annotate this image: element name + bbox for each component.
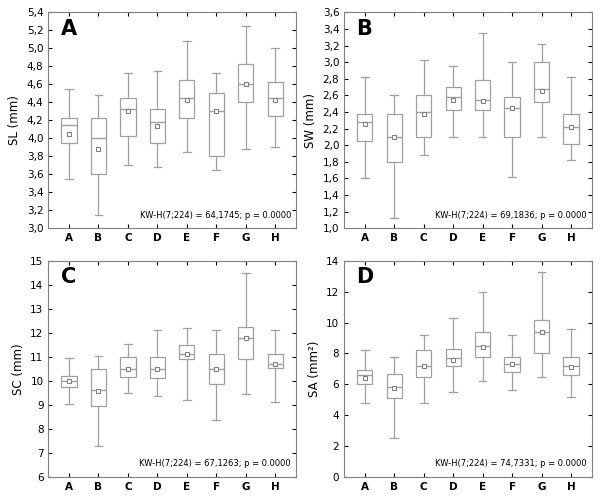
PathPatch shape: [268, 82, 283, 116]
Text: A: A: [61, 19, 77, 39]
PathPatch shape: [238, 64, 253, 102]
PathPatch shape: [416, 96, 431, 137]
PathPatch shape: [150, 357, 165, 378]
Y-axis label: SL (mm): SL (mm): [8, 96, 22, 145]
PathPatch shape: [238, 327, 253, 360]
PathPatch shape: [91, 118, 106, 174]
Text: KW-H(7;224) = 74,7331; p = 0.0000: KW-H(7;224) = 74,7331; p = 0.0000: [435, 459, 587, 468]
Y-axis label: SW (mm): SW (mm): [304, 93, 317, 148]
PathPatch shape: [563, 356, 579, 375]
PathPatch shape: [357, 114, 373, 141]
PathPatch shape: [446, 349, 461, 366]
Text: B: B: [356, 19, 373, 39]
PathPatch shape: [505, 97, 520, 137]
PathPatch shape: [209, 354, 224, 384]
PathPatch shape: [475, 80, 490, 110]
Text: KW-H(7;224) = 64,1745; p = 0.0000: KW-H(7;224) = 64,1745; p = 0.0000: [140, 210, 291, 220]
PathPatch shape: [386, 114, 402, 162]
Text: KW-H(7;224) = 69,1836; p = 0.0000: KW-H(7;224) = 69,1836; p = 0.0000: [435, 210, 587, 220]
PathPatch shape: [120, 357, 136, 378]
PathPatch shape: [179, 80, 194, 118]
PathPatch shape: [209, 94, 224, 156]
PathPatch shape: [268, 354, 283, 368]
PathPatch shape: [150, 110, 165, 142]
PathPatch shape: [61, 376, 77, 387]
Text: D: D: [356, 268, 374, 287]
Y-axis label: SA (mm²): SA (mm²): [308, 340, 320, 397]
PathPatch shape: [446, 87, 461, 110]
PathPatch shape: [357, 370, 373, 384]
PathPatch shape: [475, 332, 490, 356]
PathPatch shape: [120, 98, 136, 136]
PathPatch shape: [416, 350, 431, 376]
Text: KW-H(7;224) = 67,1263; p = 0.0000: KW-H(7;224) = 67,1263; p = 0.0000: [139, 459, 291, 468]
Y-axis label: SC (mm): SC (mm): [12, 343, 25, 394]
Text: C: C: [61, 268, 76, 287]
PathPatch shape: [91, 369, 106, 406]
PathPatch shape: [386, 374, 402, 398]
PathPatch shape: [179, 345, 194, 360]
PathPatch shape: [61, 118, 77, 142]
PathPatch shape: [534, 62, 549, 102]
PathPatch shape: [563, 114, 579, 144]
PathPatch shape: [505, 356, 520, 372]
PathPatch shape: [534, 320, 549, 354]
